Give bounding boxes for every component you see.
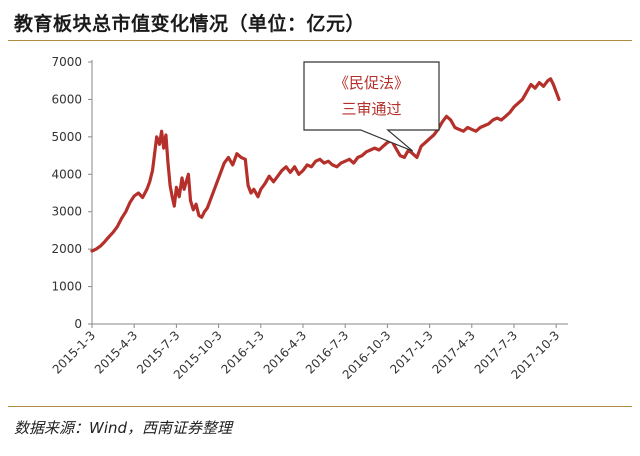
x-tick-label: 2015-1-3 bbox=[50, 328, 98, 376]
y-tick-label: 1000 bbox=[51, 280, 82, 294]
annotation-callout-box bbox=[303, 61, 440, 152]
annotation-line-2: 三审通过 bbox=[341, 100, 401, 118]
x-tick-label: 2017-1-3 bbox=[387, 328, 435, 376]
chart-title: 教育板块总市值变化情况（单位：亿元） bbox=[14, 13, 366, 35]
x-tick-label: 2016-4-3 bbox=[261, 328, 309, 376]
x-tick-label: 2017-4-3 bbox=[430, 328, 478, 376]
y-tick-label: 6000 bbox=[51, 92, 82, 106]
y-tick-label: 7000 bbox=[51, 55, 82, 69]
y-tick-label: 5000 bbox=[51, 130, 82, 144]
source-note: 数据来源：Wind，西南证券整理 bbox=[14, 419, 233, 437]
x-tick-label: 2016-1-3 bbox=[219, 328, 267, 376]
source-divider bbox=[8, 406, 632, 407]
annotation-line-1: 《民促法》 bbox=[334, 74, 409, 92]
title-divider bbox=[8, 40, 632, 41]
x-tick-label: 2015-4-3 bbox=[92, 328, 140, 376]
y-tick-label: 4000 bbox=[51, 167, 82, 181]
y-tick-label: 0 bbox=[74, 317, 82, 331]
y-tick-label: 3000 bbox=[51, 205, 82, 219]
y-tick-label: 2000 bbox=[51, 242, 82, 256]
series-line-0 bbox=[90, 77, 561, 253]
